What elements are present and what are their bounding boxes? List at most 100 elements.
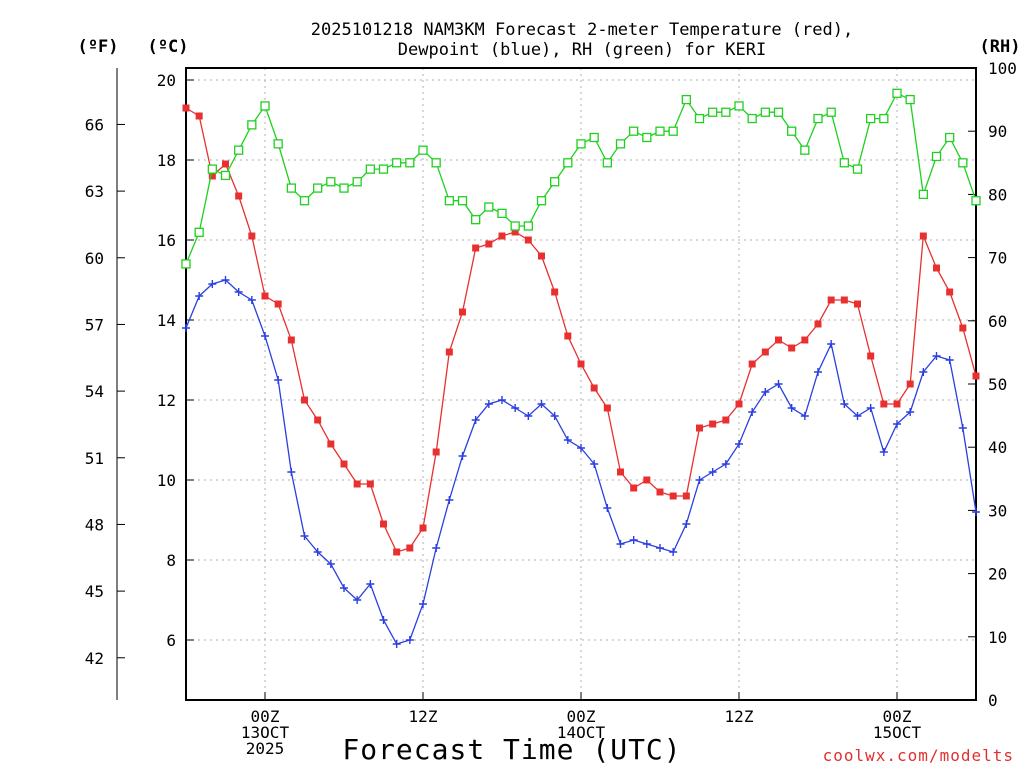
dewpoint-point	[432, 544, 441, 552]
x-axis-label: Forecast Time (UTC)	[342, 733, 681, 766]
dewpoint-point	[379, 616, 388, 624]
celsius-tick-label: 20	[157, 71, 176, 90]
2-meter-temperature-point	[893, 400, 901, 408]
2-meter-temperature-point	[459, 308, 466, 316]
dewpoint-point	[550, 412, 559, 420]
dewpoint-point	[669, 548, 678, 556]
rh-point	[220, 170, 231, 181]
dewpoint-point	[208, 280, 217, 288]
fahrenheit-tick-label: 60	[85, 249, 104, 268]
rh-point	[879, 113, 889, 124]
2-meter-temperature-point	[432, 448, 440, 456]
dewpoint-point	[866, 404, 875, 412]
2-meter-temperature-point	[643, 476, 651, 484]
rh-point	[892, 88, 902, 98]
rh-point	[550, 177, 560, 187]
rh-tick-label: 50	[988, 375, 1007, 394]
rh-tick-label: 90	[988, 122, 1007, 141]
dewpoint-point	[616, 540, 625, 548]
dewpoint-point	[682, 520, 691, 528]
dewpoint-point	[708, 468, 717, 476]
2-meter-temperature-point	[577, 360, 585, 368]
2-meter-temperature-point	[551, 288, 559, 296]
rh-point	[484, 202, 494, 212]
2-meter-temperature-point	[827, 296, 835, 304]
rh-axis-ticks: 0 10 20 30 40 50 60 70 80 90 100	[968, 59, 1017, 710]
2-meter-temperature-point	[564, 332, 572, 340]
rh-point	[615, 139, 626, 149]
celsius-tick-label: 10	[157, 471, 176, 490]
rh-point	[905, 94, 915, 105]
2-meter-temperature-point	[775, 336, 782, 344]
dewpoint-point	[471, 416, 480, 424]
rh-tick-label: 80	[988, 185, 1007, 204]
2-meter-temperature-point	[946, 288, 954, 296]
2-meter-temperature-point	[406, 544, 414, 552]
dewpoint-point	[932, 352, 941, 360]
2-meter-temperature-point	[327, 440, 335, 448]
rh-point	[260, 101, 270, 111]
credit-text: coolwx.com/modelts	[823, 746, 1014, 765]
dewpoint-point	[300, 532, 309, 540]
dewpoint-point	[445, 496, 454, 504]
dewpoint-point	[287, 468, 296, 476]
rh-point	[457, 196, 468, 206]
dewpoint-point	[721, 460, 730, 468]
2-meter-temperature-point	[314, 416, 322, 424]
2-meter-temperature-point	[248, 232, 256, 240]
rh-point	[958, 158, 968, 168]
2-meter-temperature-point	[445, 348, 453, 356]
rh-point	[418, 145, 428, 155]
rh-point	[392, 158, 402, 168]
rh-tick-label: 10	[988, 628, 1007, 647]
2-meter-temperature-point	[788, 344, 796, 352]
2-meter-temperature-point	[590, 384, 598, 392]
2-meter-temperature-point	[538, 252, 545, 260]
rh-point	[299, 196, 310, 206]
chart-title-line-1: 2025101218 NAM3KM Forecast 2-meter Tempe…	[311, 20, 853, 40]
rh-point	[234, 145, 244, 155]
rh-point	[207, 164, 217, 174]
rh-point	[866, 113, 876, 124]
rh-tick-label: 0	[988, 691, 998, 710]
dewpoint-point	[735, 440, 743, 448]
dewpoint-point	[234, 288, 243, 296]
dewpoint-point	[326, 560, 335, 568]
rh-line	[185, 92, 977, 265]
rh-point	[589, 132, 599, 143]
2-meter-temperature-point	[656, 488, 664, 496]
2-meter-temperature-point	[274, 300, 282, 308]
rh-point	[497, 208, 507, 219]
dewpoint-point	[853, 412, 862, 420]
dewpoint-point	[537, 400, 546, 408]
fahrenheit-tick-label: 57	[85, 315, 104, 334]
rh-point	[563, 158, 573, 168]
celsius-tick-label: 8	[166, 551, 176, 570]
rh-point	[181, 259, 191, 269]
rh-point	[194, 227, 204, 237]
dewpoint-point	[972, 508, 980, 516]
dewpoint-point	[511, 404, 520, 412]
2-meter-temperature-point	[617, 468, 624, 476]
2-meter-temperature-point	[630, 484, 638, 492]
time-tick-label: 00Z	[883, 707, 912, 726]
celsius-tick-label: 14	[157, 311, 176, 330]
rh-point	[536, 196, 547, 206]
dewpoint-point	[603, 504, 612, 512]
rh-point	[839, 158, 849, 168]
rh-point	[471, 215, 481, 225]
2-meter-temperature-point	[906, 380, 914, 388]
rh-point	[602, 158, 612, 168]
2-meter-temperature-point	[933, 264, 940, 272]
2-meter-temperature-point	[301, 396, 308, 404]
2-meter-temperature-point	[748, 360, 756, 368]
rh-tick-label: 60	[988, 312, 1007, 331]
2-meter-temperature-point	[485, 240, 493, 248]
dewpoint-point	[419, 600, 427, 608]
rh-point	[708, 107, 718, 117]
fahrenheit-tick-label: 48	[85, 515, 104, 534]
2-meter-temperature-point	[222, 160, 229, 168]
dewpoint-point	[366, 580, 375, 588]
